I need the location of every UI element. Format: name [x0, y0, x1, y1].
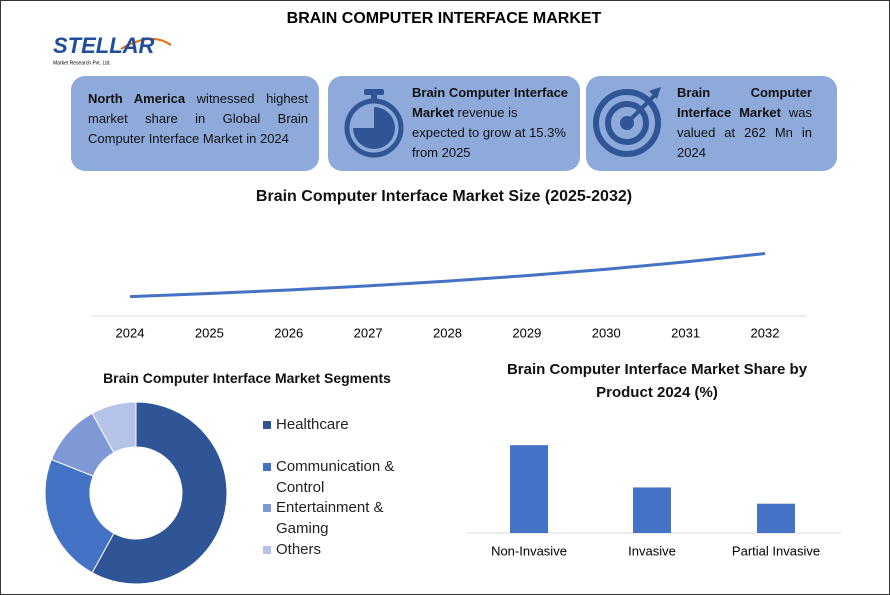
legend-label: Others [276, 541, 322, 558]
x-tick-label: 2031 [671, 325, 700, 340]
card: Brain Computer Interface Market was valu… [677, 83, 812, 163]
bar [757, 503, 795, 533]
x-tick-label: 2032 [751, 325, 780, 340]
bar [510, 445, 548, 533]
donut-slice [44, 458, 115, 574]
legend-label: Entertainment & Gaming [276, 499, 384, 537]
x-tick-label: 2025 [195, 325, 224, 340]
x-tick-label: 2030 [592, 325, 621, 340]
legend-swatch [263, 463, 271, 471]
x-tick-label: 2028 [433, 325, 462, 340]
card-text: revenue is expected to grow at 15.3% fro… [412, 105, 566, 160]
card: North America witnessed highest market s… [88, 89, 308, 149]
x-tick-label: 2024 [116, 325, 145, 340]
logo-name: STELLAR [53, 33, 155, 58]
card-bold: Brain Computer Interface Market [412, 85, 569, 120]
legend-swatch [263, 421, 271, 429]
stopwatch-icon [344, 89, 404, 158]
page-title: BRAIN COMPUTER INTERFACE MARKET [287, 10, 602, 27]
card: Brain Computer Interface Market revenue … [412, 83, 572, 163]
donut-slice [91, 401, 228, 585]
card-text: witnessed highest market share in Global… [88, 91, 308, 146]
card-bold: Brain Computer Interface Market [677, 85, 812, 120]
x-tick-label: 2026 [274, 325, 303, 340]
x-tick-label: Invasive [628, 543, 676, 558]
card-bg [71, 76, 319, 171]
legend-swatch [263, 504, 271, 512]
legend-label: Healthcare [276, 416, 349, 433]
x-tick-label: Non-Invasive [491, 543, 567, 558]
chart-title: Brain Computer Interface Market Size (20… [255, 188, 633, 205]
target-icon [593, 87, 661, 157]
card-bold: North America [88, 91, 186, 106]
logo-tagline: Market Research Pvt. Ltd. [53, 60, 111, 66]
chart-title: Brain Computer Interface Market Segments [103, 370, 391, 386]
bar [633, 487, 671, 533]
donut-slice [91, 401, 137, 454]
x-tick-label: 2027 [354, 325, 383, 340]
chart-title: Brain Computer Interface Market Share by… [506, 361, 808, 401]
logo: STELLAR Market Research Pvt. Ltd. [53, 33, 172, 66]
legend-label: Communication & Control [276, 458, 395, 496]
x-tick-label: 2029 [512, 325, 541, 340]
legend-swatch [263, 546, 271, 554]
line [129, 252, 766, 299]
card-text: was valued at 262 Mn in 2024 [677, 105, 812, 160]
x-tick-label: Partial Invasive [732, 543, 820, 558]
